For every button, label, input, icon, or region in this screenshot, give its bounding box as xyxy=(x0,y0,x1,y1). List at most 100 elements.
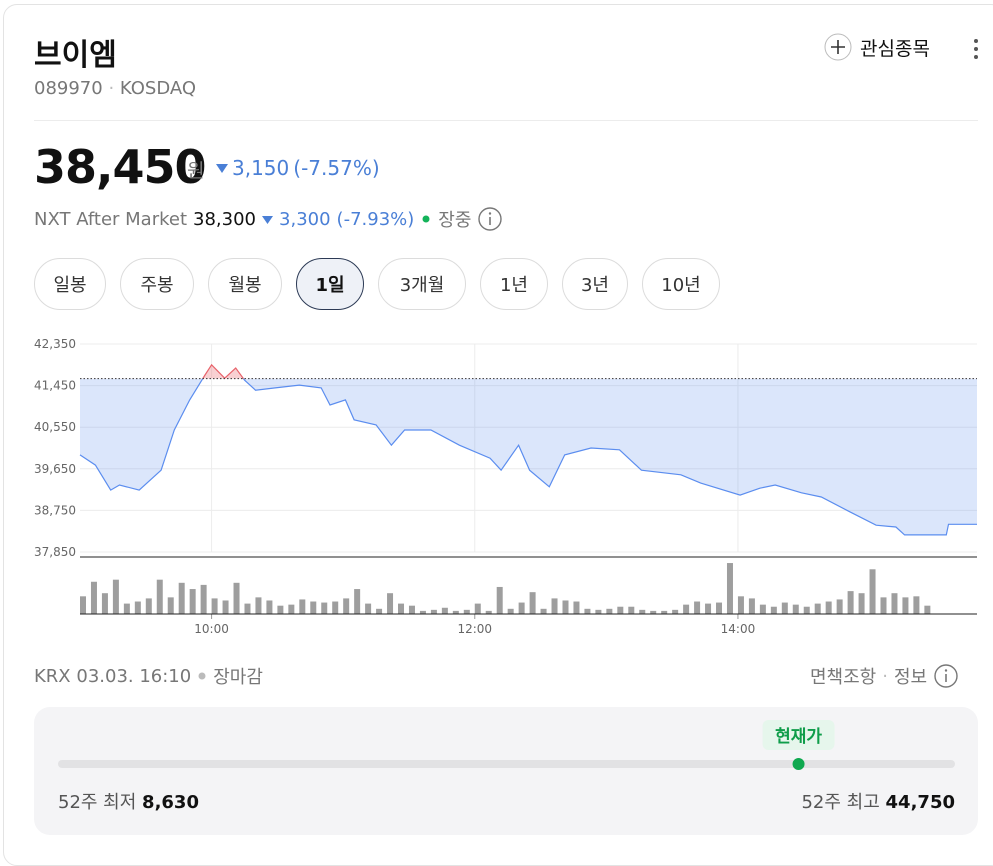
disclaimer-link[interactable]: 면책조항 xyxy=(810,667,877,688)
change-pct: (-7.57%) xyxy=(293,156,380,180)
volume-bar xyxy=(321,602,328,614)
footer-links: 면책조항 · 정보 xyxy=(810,663,959,689)
volume-bar xyxy=(683,604,690,614)
volume-bar xyxy=(573,601,580,614)
volume-bar xyxy=(419,610,426,614)
volume-bar xyxy=(299,599,306,614)
market-status: 장중 xyxy=(438,210,472,231)
period-tab[interactable]: 10년 xyxy=(642,258,720,310)
volume-bar xyxy=(518,602,525,614)
volume-bar xyxy=(825,601,832,614)
volume-bar xyxy=(529,592,536,614)
period-tab[interactable]: 1일 xyxy=(296,258,364,310)
volume-bar xyxy=(496,586,503,614)
volume-bar xyxy=(430,609,437,614)
period-tab[interactable]: 월봉 xyxy=(208,258,282,310)
volume-bar xyxy=(332,601,339,614)
low-label: 52주 최저 xyxy=(58,792,137,813)
info-icon[interactable] xyxy=(477,206,503,232)
volume-bar xyxy=(167,597,174,614)
volume-bar xyxy=(255,597,262,614)
source: KRX 03.03. 16:10 xyxy=(34,665,192,687)
high-label: 52주 최고 xyxy=(801,792,880,813)
period-tab[interactable]: 일봉 xyxy=(34,258,106,310)
period-tab[interactable]: 주봉 xyxy=(120,258,194,310)
volume-bar xyxy=(672,609,679,614)
change-value: 3,150 xyxy=(232,156,290,180)
low-value: 8,630 xyxy=(142,792,199,813)
page: 브이엠 089970 · KOSDAQ 관심종목 38,450 원 3,150 … xyxy=(3,4,993,866)
volume-bar xyxy=(759,604,766,614)
volume-bar xyxy=(90,581,97,614)
volume-bar xyxy=(452,610,459,614)
info-link[interactable]: 정보 xyxy=(893,667,928,688)
y-tick-label: 41,450 xyxy=(34,379,76,393)
volume-bar xyxy=(639,609,646,614)
price-unit: 원 xyxy=(187,160,205,182)
volume-bar xyxy=(661,610,668,614)
volume-bar xyxy=(474,603,481,614)
volume-bar xyxy=(376,608,383,614)
volume-bar xyxy=(288,604,295,614)
volume-bar xyxy=(891,593,898,614)
info-icon[interactable] xyxy=(933,663,959,689)
volume-bar xyxy=(156,579,163,614)
volume-bar xyxy=(748,598,755,614)
volume-bar xyxy=(814,603,821,614)
market: KOSDAQ xyxy=(119,78,197,99)
period-tab[interactable]: 1년 xyxy=(480,258,548,310)
volume-bar xyxy=(211,598,218,614)
volume-bar xyxy=(858,593,865,614)
current-badge xyxy=(762,720,835,750)
volume-bar xyxy=(726,563,733,614)
volume-bar xyxy=(441,607,448,614)
volume-bar xyxy=(924,605,931,614)
volume-bar xyxy=(781,602,788,614)
x-tick-label: 12:00 xyxy=(457,622,492,636)
volume-bar xyxy=(902,597,909,614)
volume-bar xyxy=(222,600,229,614)
volume-bar xyxy=(266,600,273,614)
after-market-change: 3,300 xyxy=(279,208,331,230)
volume-bar xyxy=(387,593,394,614)
volume-bar xyxy=(617,606,624,614)
volume-bar xyxy=(178,582,185,614)
volume-bar xyxy=(233,582,240,614)
volume-bar xyxy=(913,596,920,614)
volume-bar xyxy=(650,610,657,614)
after-market: NXT After Market 38,300 3,300 (-7.93%) 장… xyxy=(34,206,503,232)
volume-bar xyxy=(80,596,86,614)
price: 38,450 xyxy=(34,140,207,194)
volume-bar xyxy=(716,602,723,614)
period-tab[interactable]: 3년 xyxy=(562,258,628,310)
session-status: 장마감 xyxy=(213,667,263,688)
status-dot xyxy=(422,215,430,223)
volume-bar xyxy=(737,596,744,614)
volume-bar xyxy=(595,609,602,614)
volume-bar xyxy=(145,598,152,614)
volume-bar xyxy=(244,603,251,614)
after-market-label: NXT After Market xyxy=(34,208,188,230)
down-arrow xyxy=(216,164,228,173)
volume-bar xyxy=(694,601,701,614)
chart: 37,850 38,750 39,650 40,550 41,450 42,350 10:0… xyxy=(34,337,977,636)
current-label: 현재가 xyxy=(775,727,822,747)
volume-bar xyxy=(540,608,547,614)
stock-code-line: 089970 · KOSDAQ xyxy=(34,78,197,99)
volume-bar xyxy=(485,610,492,614)
more-menu[interactable] xyxy=(970,37,982,61)
volume-bar xyxy=(880,597,887,614)
current-marker xyxy=(792,758,805,770)
high-value: 44,750 xyxy=(885,792,955,813)
y-tick-label: 40,550 xyxy=(34,420,76,434)
range-track xyxy=(58,760,955,768)
period-tab[interactable]: 3개월 xyxy=(378,258,466,310)
down-arrow xyxy=(262,215,274,224)
volume-bar xyxy=(310,601,317,614)
range-bar: 현재가 xyxy=(58,720,955,770)
plus-icon xyxy=(824,33,852,61)
watch-button[interactable]: 관심종목 xyxy=(824,33,930,61)
range-low: 52주 최저 8,630 xyxy=(58,788,199,814)
divider xyxy=(34,120,978,121)
volume-bar xyxy=(354,589,361,614)
